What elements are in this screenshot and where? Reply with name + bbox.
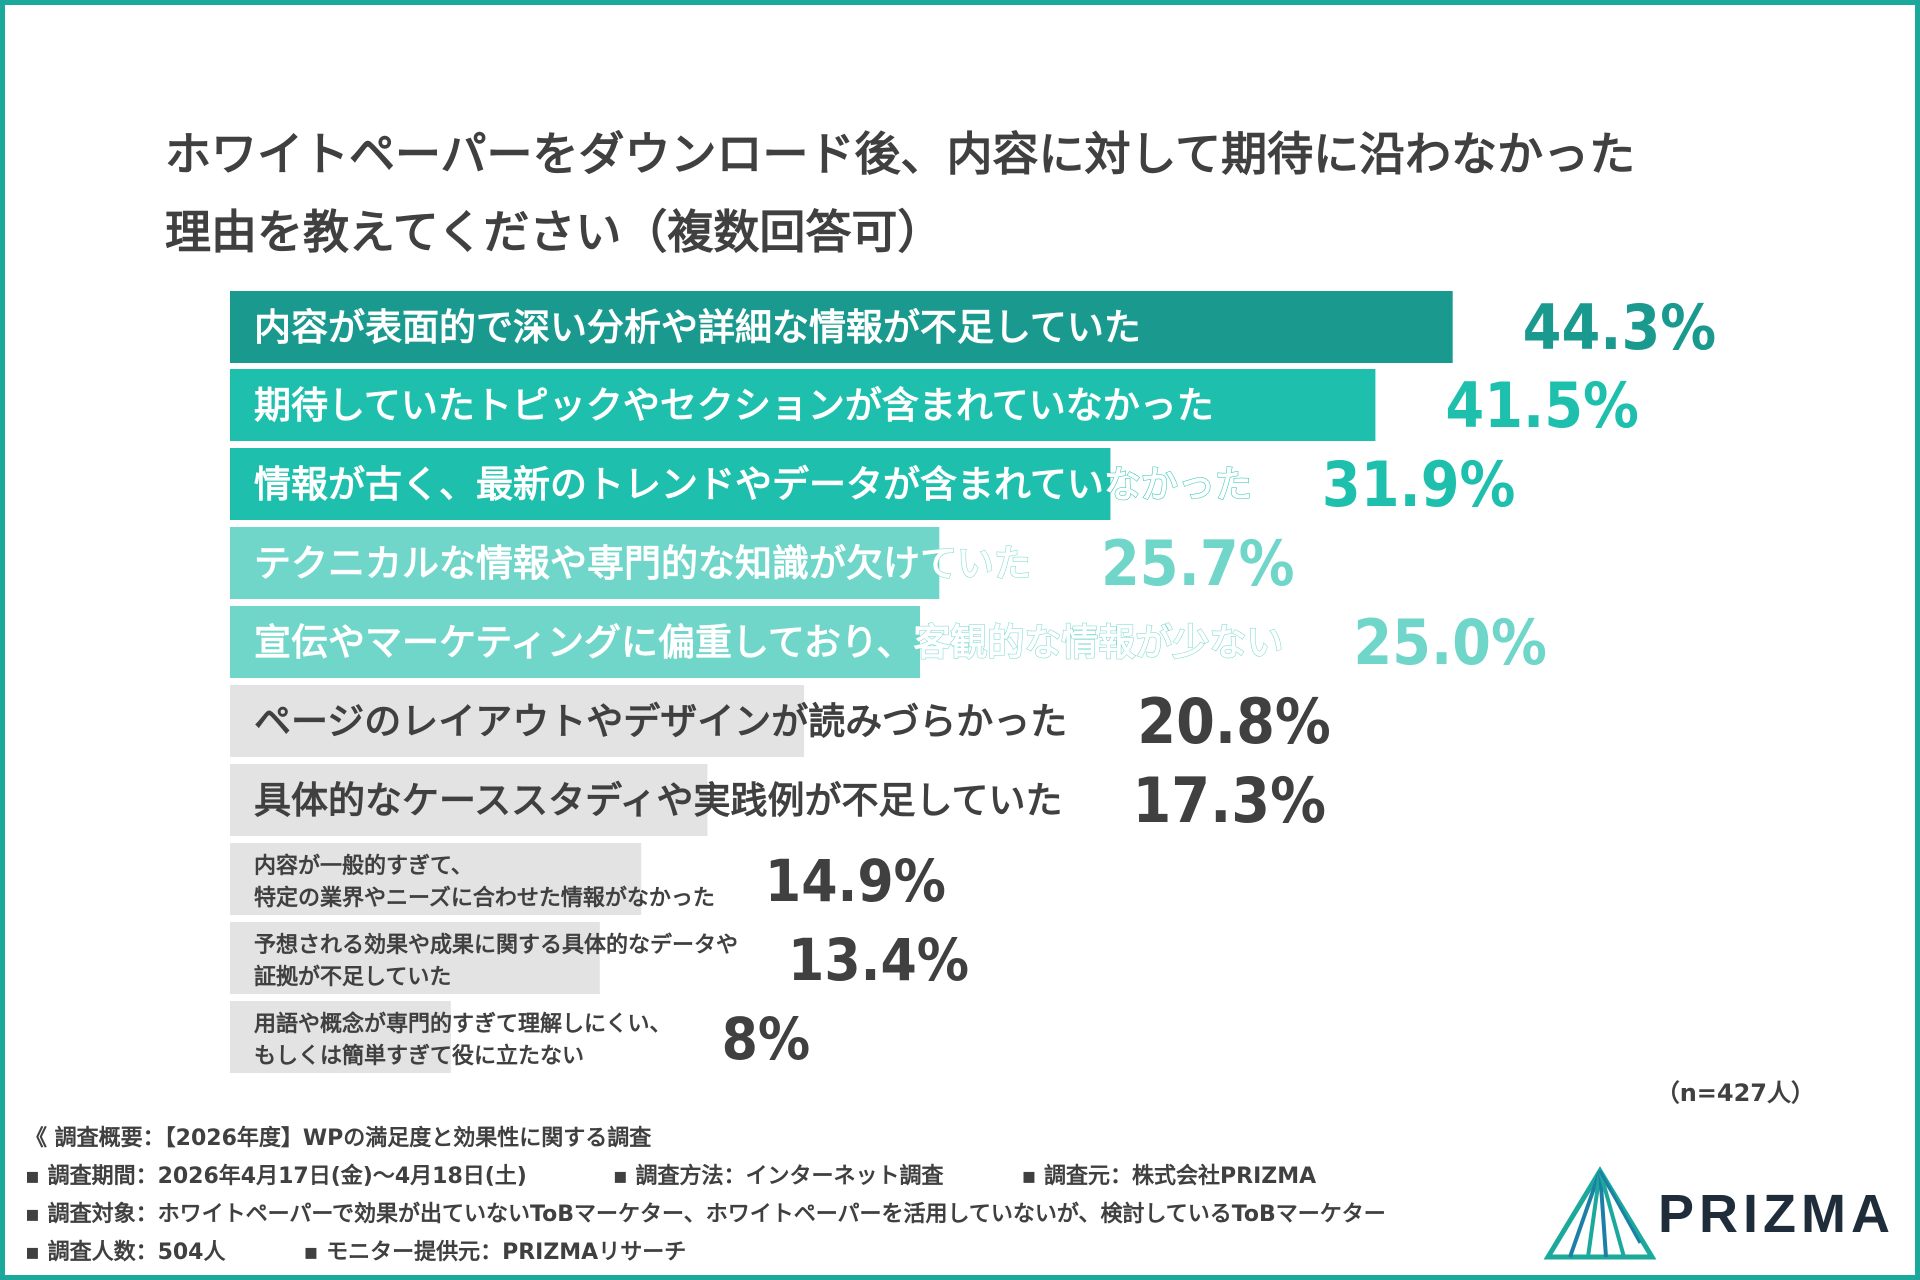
bar-label-4: テクニカルな情報や専門的な知識が欠けていた (254, 542, 1031, 585)
value-label-7: 17.3% (1132, 764, 1326, 837)
value-label-1: 44.3% (1523, 291, 1717, 364)
chart-title-line-1: ホワイトペーパーをダウンロード後、内容に対して期待に沿わなかった (165, 127, 1636, 181)
bar-5 (230, 606, 920, 678)
prizma-prism-icon (1543, 1166, 1657, 1260)
sample-size-note: （n=427人） (1655, 1079, 1815, 1107)
survey-period: ▪ 調査期間：2026年4月17日(金)〜4月18日(土) (25, 1164, 527, 1189)
bar-3 (230, 448, 1111, 520)
bar-label-6: ページのレイアウトやデザインが読みづらかった (254, 700, 1067, 743)
bar-label-7: 具体的なケーススタディや実践例が不足していた (254, 779, 1062, 822)
value-label-10: 8% (722, 1005, 811, 1073)
bar-label-3: 情報が古く、最新のトレンドやデータが含まれていなかった (254, 463, 1252, 506)
bar-6 (230, 685, 805, 757)
survey-overview: 《 調査概要：【2026年度】WPの満足度と効果性に関する調査 (25, 1126, 652, 1151)
bar-label-2: 期待していたトピックやセクションが含まれていなかった (254, 384, 1214, 427)
bar-label-1: 内容が表面的で深い分析や詳細な情報が不足していた (254, 306, 1141, 349)
survey-meta-row-2: ▪ 調査人数：504人 ▪ モニター提供元：PRIZMAリサーチ (25, 1234, 686, 1266)
value-label-3: 31.9% (1322, 448, 1516, 521)
value-label-4: 25.7% (1101, 527, 1295, 600)
bar-label-10: 用語や概念が専門的すぎて理解しにくい、もしくは簡単すぎて役に立たない (254, 1011, 672, 1069)
survey-monitor: ▪ モニター提供元：PRIZMAリサーチ (303, 1240, 687, 1265)
survey-meta-row-1: ▪ 調査期間：2026年4月17日(金)〜4月18日(土) ▪ 調査方法：インター… (25, 1158, 1316, 1190)
bar-chart: 内容が表面的で深い分析や詳細な情報が不足していた 44.3% 期待していたトピックや… (230, 291, 1717, 1073)
bar-label-8: 内容が一般的すぎて、特定の業界やニーズに合わせた情報がなかった (254, 853, 715, 911)
bar-10 (230, 1001, 451, 1073)
survey-method: ▪ 調査方法：インターネット調査 (612, 1164, 944, 1189)
prizma-logo-text: PRIZMA (1658, 1184, 1895, 1244)
survey-target: ▪ 調査対象：ホワイトペーパーで効果が出ていないToBマーケター、ホワイトペーパ… (25, 1202, 1386, 1227)
prizma-logo-mark (1543, 1166, 1657, 1260)
chart-title-line-2: 理由を教えてください（複数回答可） (165, 205, 944, 259)
survey-source: ▪ 調査元：株式会社PRIZMA (1021, 1164, 1317, 1189)
bar-label-5: 宣伝やマーケティングに偏重しており、客観的な情報が少ない (254, 621, 1283, 664)
value-label-2: 41.5% (1445, 369, 1639, 442)
bar-2 (230, 369, 1376, 441)
bar-label-9: 予想される効果や成果に関する具体的なデータや証拠が不足していた (254, 932, 738, 990)
bar-1 (230, 291, 1453, 363)
bar-9 (230, 922, 600, 994)
bar-8 (230, 843, 642, 915)
bar-4 (230, 527, 940, 599)
value-label-8: 14.9% (765, 847, 946, 915)
bar-7 (230, 764, 708, 836)
survey-respondents: ▪ 調査人数：504人 (25, 1240, 226, 1265)
value-label-9: 13.4% (788, 926, 969, 994)
value-label-5: 25.0% (1353, 606, 1547, 679)
value-label-6: 20.8% (1137, 685, 1331, 758)
